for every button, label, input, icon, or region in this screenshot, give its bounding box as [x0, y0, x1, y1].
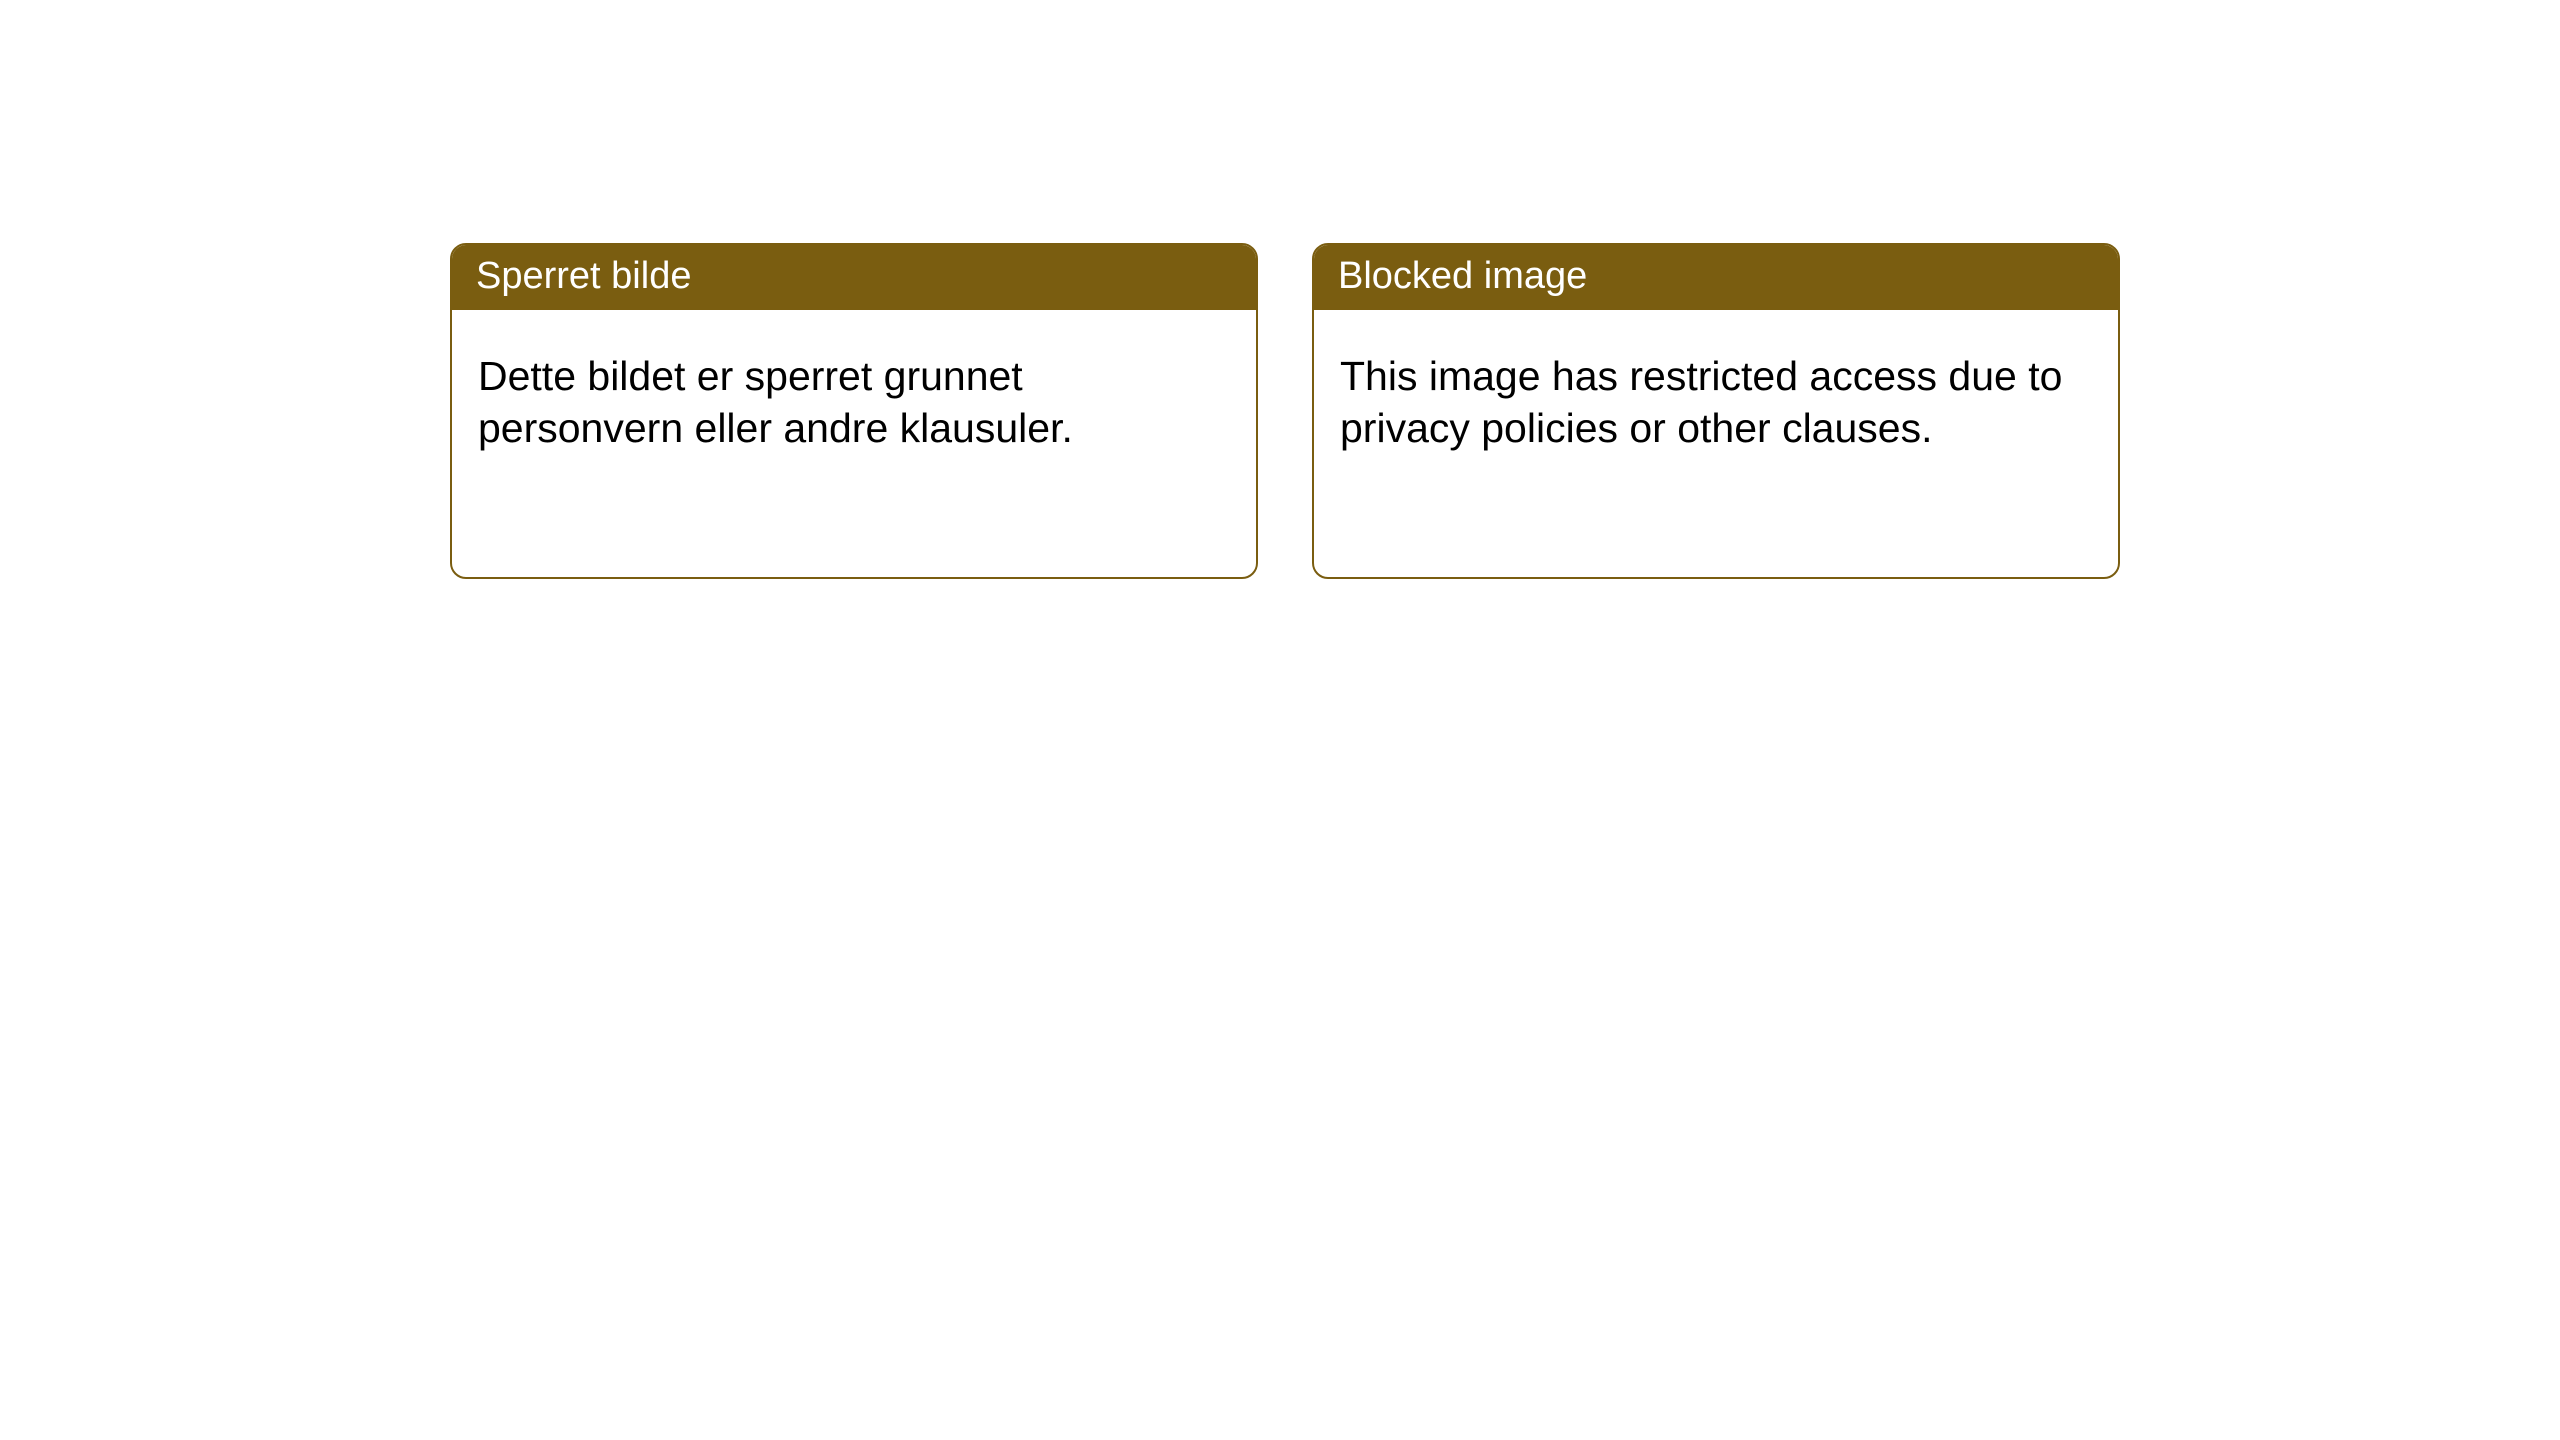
notice-card-norwegian: Sperret bilde Dette bildet er sperret gr…: [450, 243, 1258, 579]
notice-card-body: This image has restricted access due to …: [1314, 310, 2118, 481]
notice-card-header: Sperret bilde: [452, 245, 1256, 310]
notice-card-english: Blocked image This image has restricted …: [1312, 243, 2120, 579]
notice-card-title: Blocked image: [1338, 255, 1587, 297]
notice-card-title: Sperret bilde: [476, 255, 691, 297]
notice-container: Sperret bilde Dette bildet er sperret gr…: [0, 0, 2560, 579]
notice-card-text: Dette bildet er sperret grunnet personve…: [478, 353, 1073, 451]
notice-card-text: This image has restricted access due to …: [1340, 353, 2062, 451]
notice-card-body: Dette bildet er sperret grunnet personve…: [452, 310, 1256, 481]
notice-card-header: Blocked image: [1314, 245, 2118, 310]
